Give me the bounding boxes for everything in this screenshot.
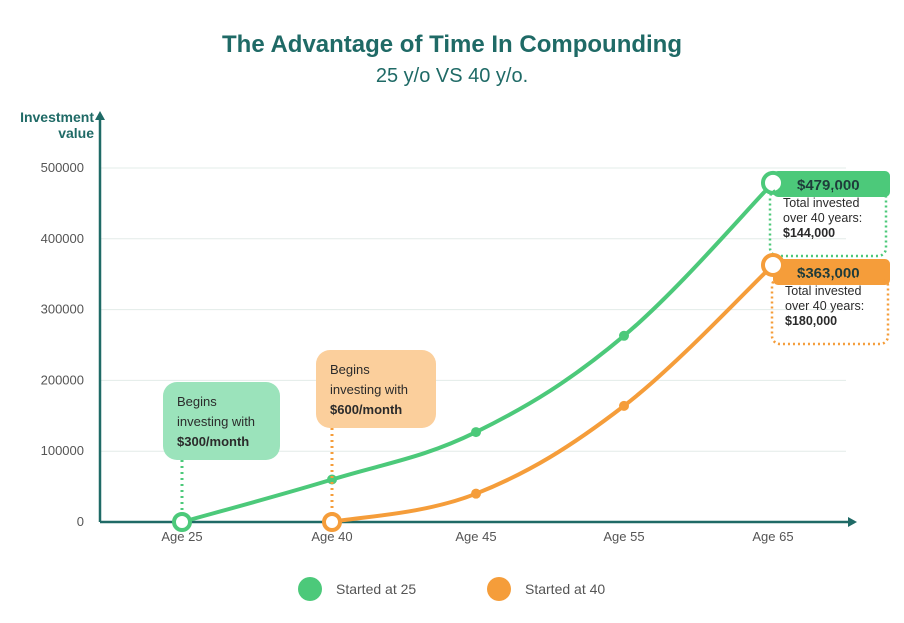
data-point (471, 488, 481, 499)
y-tick-label: 500000 (41, 160, 84, 175)
legend-swatch (487, 577, 511, 601)
end-note-box (770, 276, 890, 346)
legend-label: Started at 40 (525, 581, 605, 597)
data-point (619, 400, 629, 411)
end-note-text: Total invested (783, 196, 859, 210)
data-point (172, 512, 192, 532)
y-tick-label: 200000 (41, 372, 84, 387)
end-note-text: over 40 years: (783, 211, 862, 225)
y-tick-label: 100000 (41, 443, 84, 458)
data-point (327, 474, 337, 485)
start-callout-text: $300/month (177, 434, 249, 449)
end-note-text: over 40 years: (785, 299, 864, 313)
start-callout-box (316, 350, 436, 428)
legend-swatch (298, 577, 322, 601)
start-callout-text: investing with (330, 382, 408, 397)
start-callout-text: Begins (177, 394, 217, 409)
start-callout-box (163, 382, 280, 460)
x-axis-arrow (848, 517, 857, 527)
start-callout-text: investing with (177, 414, 255, 429)
end-point-marker (761, 252, 785, 277)
end-note-text: Total invested (785, 284, 861, 298)
y-tick-label: 0 (77, 514, 84, 529)
y-axis-label: value (58, 125, 94, 141)
y-axis-label: Investment (20, 109, 94, 125)
end-note-box (768, 188, 888, 258)
x-tick-label: Age 40 (311, 529, 352, 544)
x-tick-label: Age 65 (752, 529, 793, 544)
series-line (330, 262, 775, 524)
y-tick-label: 300000 (41, 302, 84, 317)
series-line (180, 180, 775, 524)
end-note-text: $180,000 (785, 314, 837, 328)
y-axis-arrow (95, 111, 105, 120)
end-value-label: $479,000 (797, 177, 860, 194)
start-callout-text: Begins (330, 362, 370, 377)
data-point (471, 427, 481, 438)
end-value-label: $363,000 (797, 265, 860, 282)
x-tick-label: Age 45 (455, 529, 496, 544)
data-point (322, 512, 342, 532)
start-callout-text: $600/month (330, 402, 402, 417)
end-value-tag (773, 171, 890, 197)
end-point-marker (761, 170, 785, 195)
legend-label: Started at 25 (336, 581, 416, 597)
end-note-text: $144,000 (783, 226, 835, 240)
chart-subtitle: 25 y/o VS 40 y/o. (376, 65, 528, 87)
chart-title: The Advantage of Time In Compounding (222, 31, 682, 58)
x-tick-label: Age 55 (603, 529, 644, 544)
x-tick-label: Age 25 (161, 529, 202, 544)
y-tick-label: 400000 (41, 231, 84, 246)
data-point (619, 330, 629, 341)
